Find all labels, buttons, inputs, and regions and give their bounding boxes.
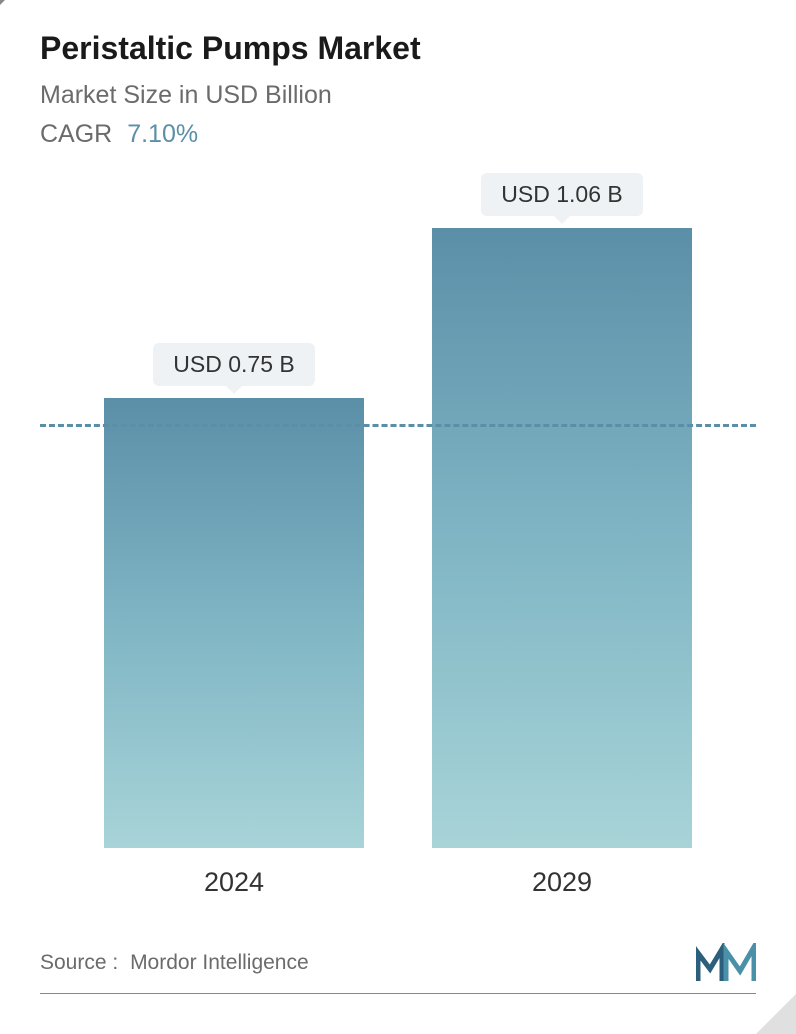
cagr-value: 7.10%	[127, 120, 198, 148]
reference-line	[40, 424, 756, 427]
bar-group-2024: USD 0.75 B 2024	[104, 343, 364, 848]
bar-group-2029: USD 1.06 B 2029	[432, 173, 692, 848]
cagr-label: CAGR	[40, 120, 112, 148]
chart-title: Peristaltic Pumps Market	[40, 30, 756, 67]
cagr-row: CAGR 7.10%	[40, 120, 756, 149]
source-text: Source : Mordor Intelligence	[40, 951, 309, 985]
mordor-logo-icon	[696, 943, 756, 993]
value-label-2024: USD 0.75 B	[153, 343, 314, 386]
year-label-2024: 2024	[204, 867, 264, 898]
source-name: Mordor Intelligence	[130, 951, 309, 974]
value-label-2029: USD 1.06 B	[481, 173, 642, 216]
bar-2029	[432, 228, 692, 848]
chart-footer: Source : Mordor Intelligence	[40, 928, 756, 994]
bars-container: USD 0.75 B 2024 USD 1.06 B 2029	[40, 168, 756, 848]
bar-2024	[104, 398, 364, 848]
chart-subtitle: Market Size in USD Billion	[40, 81, 756, 110]
year-label-2029: 2029	[532, 867, 592, 898]
chart-container: Peristaltic Pumps Market Market Size in …	[0, 0, 796, 1034]
corner-decoration-bottom-right	[756, 994, 796, 1034]
chart-area: USD 0.75 B 2024 USD 1.06 B 2029	[40, 189, 756, 908]
corner-decoration-top-left	[0, 0, 5, 5]
source-label: Source :	[40, 951, 118, 974]
